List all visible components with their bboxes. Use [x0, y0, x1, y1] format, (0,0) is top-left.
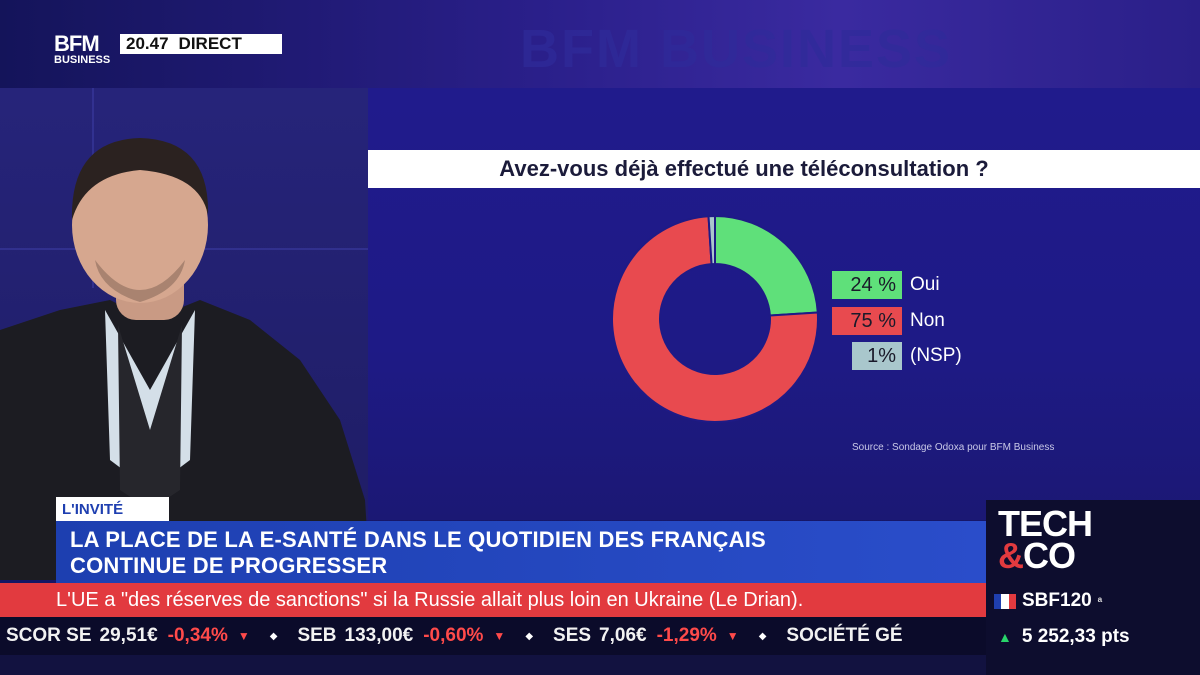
separator-icon: ◆	[269, 630, 278, 642]
ticker-stock-name: SCOR SE	[6, 625, 92, 646]
headline-text: LA PLACE DE LA E-SANTÉ DANS LE QUOTIDIEN…	[70, 527, 766, 579]
ticker-stock-name: SEB	[297, 625, 337, 646]
france-flag-icon	[994, 593, 1016, 609]
chart-source: Source : Sondage Odoxa pour BFM Business	[852, 442, 1055, 453]
live-clock: 20.47 DIRECT	[120, 34, 282, 54]
headline-line: CONTINUE DE PROGRESSER	[70, 553, 388, 578]
separator-icon: ◆	[525, 630, 534, 642]
ticker-stock-change: -1,29%	[656, 625, 717, 646]
ticker-stock-change: -0,60%	[423, 625, 484, 646]
index-value: 5 252,33 pts	[1021, 626, 1130, 647]
logo-subtext: BUSINESS	[54, 54, 111, 66]
up-arrow-icon: ▲	[998, 629, 1012, 645]
tech-co-box	[986, 500, 1200, 675]
tech-logo-line2: CO	[1023, 535, 1076, 576]
legend-item: 24 % Oui	[832, 271, 940, 299]
ticker-stock-value: 7,06€	[599, 625, 647, 646]
index-name: SBF120	[1022, 590, 1092, 611]
chart-title-bar: Avez-vous déjà effectué une téléconsulta…	[368, 150, 1200, 188]
legend-label: Oui	[910, 274, 940, 295]
headline-line: LA PLACE DE LA E-SANTÉ DANS LE QUOTIDIEN…	[70, 527, 766, 552]
bottom-strip	[0, 655, 1200, 675]
separator-icon: ◆	[758, 630, 767, 642]
down-arrow-icon: ▼	[493, 629, 506, 643]
legend-value: 75 %	[832, 307, 902, 335]
legend-item: 75 % Non	[832, 307, 945, 335]
tech-co-logo: TECH &CO	[998, 503, 1093, 574]
down-arrow-icon: ▼	[237, 629, 250, 643]
ticker-stock-value: 29,51€	[99, 625, 158, 646]
logo-text: BFM	[54, 31, 100, 56]
legend-item: 1% (NSP)	[852, 342, 962, 370]
info-icon: ᵃ	[1097, 594, 1103, 608]
headline-banner: LA PLACE DE LA E-SANTÉ DANS LE QUOTIDIEN…	[56, 521, 986, 583]
clock-time: 20.47	[126, 34, 169, 53]
ticker-stock-value: 133,00€	[344, 625, 414, 646]
live-label: DIRECT	[178, 34, 242, 53]
index-name-row: SBF120 ᵃ	[994, 586, 1102, 616]
tech-logo-amp: &	[998, 535, 1024, 576]
legend-value: 1%	[852, 342, 902, 370]
chart-title: Avez-vous déjà effectué une téléconsulta…	[499, 156, 989, 181]
legend-label: Non	[910, 310, 945, 331]
guest-tag: L'INVITÉ	[56, 497, 169, 521]
index-value-row: ▲ 5 252,33 pts	[994, 622, 1130, 652]
legend-label: (NSP)	[910, 345, 962, 366]
down-arrow-icon: ▼	[726, 629, 739, 643]
donut-slice-oui	[714, 214, 819, 317]
donut-slice-nsp	[707, 214, 716, 266]
ticker-stock-name: SES	[553, 625, 592, 646]
wall-branding: BFM BUSINESS	[520, 19, 953, 79]
donut-chart	[611, 214, 819, 423]
stock-ticker: SCOR SE 29,51€ -0,34% ▼ ◆ SEB 133,00€ -0,60% ▼ ◆ S…	[0, 617, 986, 655]
ticker-stock-change: -0,34%	[167, 625, 228, 646]
ticker-stock-name: SOCIÉTÉ GÉ	[786, 625, 903, 646]
channel-logo: BFM BUSINESS	[54, 31, 111, 67]
donut-slice-non	[611, 215, 819, 423]
tech-logo-line1: TECH	[998, 503, 1093, 544]
legend-value: 24 %	[832, 271, 902, 299]
news-ticker-text: L'UE a "des réserves de sanctions" si la…	[56, 588, 804, 611]
news-ticker: L'UE a "des réserves de sanctions" si la…	[0, 583, 986, 617]
